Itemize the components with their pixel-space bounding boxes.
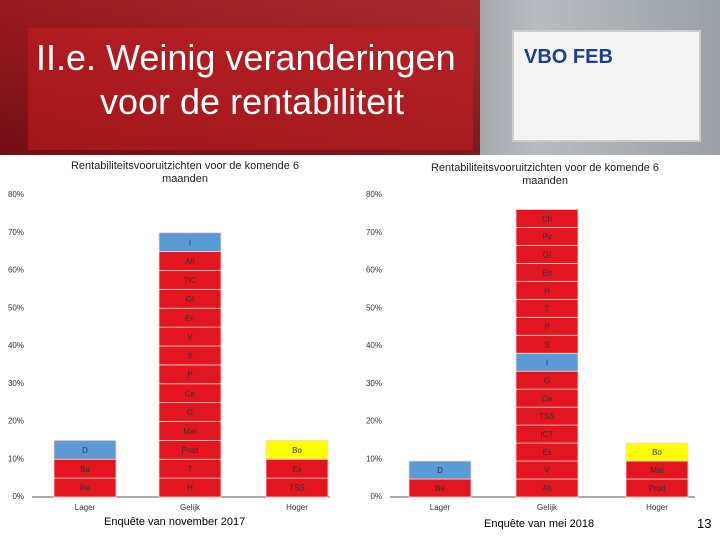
segment-label: Ba xyxy=(80,465,90,474)
segment-label: Prod xyxy=(649,484,666,493)
x-tick-label: Gelijk xyxy=(537,503,558,512)
y-tick-label: 70% xyxy=(8,228,24,237)
y-tick-label: 10% xyxy=(366,454,382,463)
segment-label: S xyxy=(544,340,549,349)
segment-label: P xyxy=(187,370,192,379)
bar-segment xyxy=(158,232,222,253)
page-number: 13 xyxy=(697,516,712,531)
segment-label: I xyxy=(189,238,191,247)
segment-label: S xyxy=(187,352,192,361)
segment-label: TIC xyxy=(184,276,197,285)
y-tick-label: 0% xyxy=(370,492,382,501)
segment-label: I xyxy=(546,358,548,367)
y-tick-label: 30% xyxy=(8,379,24,388)
bar-segment xyxy=(625,442,689,462)
y-tick-label: 10% xyxy=(8,454,24,463)
y-tick-label: 70% xyxy=(366,228,382,237)
y-tick-label: 20% xyxy=(8,417,24,426)
chart-title: Rentabiliteitsvooruitzichten voor de kom… xyxy=(430,162,660,187)
y-tick-label: 20% xyxy=(366,417,382,426)
segment-label: V xyxy=(544,466,550,475)
bar-segment xyxy=(515,209,579,228)
segment-label: D xyxy=(437,466,443,475)
segment-label: Bo xyxy=(652,448,662,457)
segment-label: GI xyxy=(543,251,551,260)
x-tick-label: Hoger xyxy=(286,503,308,512)
y-tick-label: 30% xyxy=(366,379,382,388)
y-tick-label: 0% xyxy=(12,492,24,501)
segment-label: V xyxy=(187,333,193,342)
title-line: voor de rentabiliteit xyxy=(100,81,405,122)
segment-label: En xyxy=(185,314,195,323)
segment-label: ICT xyxy=(541,430,554,439)
segment-label: Pv xyxy=(542,233,551,242)
segment-label: P xyxy=(544,322,549,331)
y-tick-label: 80% xyxy=(8,190,24,199)
segment-label: T xyxy=(188,465,193,474)
segment-label: T xyxy=(545,304,550,313)
bar-segment xyxy=(265,439,329,460)
segment-label: Prod xyxy=(182,446,199,455)
segment-label: H xyxy=(544,286,550,295)
segment-label: Ch xyxy=(542,215,552,224)
segment-label: Bo xyxy=(292,446,302,455)
segment-label: Re xyxy=(80,484,91,493)
segment-label: Ah xyxy=(185,257,195,266)
segment-label: D xyxy=(82,446,88,455)
segment-label: Mat xyxy=(183,427,197,436)
segment-label: Ex xyxy=(542,448,551,457)
chart-title: Rentabiliteitsvooruitzichten voor de kom… xyxy=(70,160,300,185)
x-tick-label: Gelijk xyxy=(180,503,201,512)
x-tick-label: Hoger xyxy=(646,503,668,512)
slide-title: II.e. Weinig veranderingen voor de renta… xyxy=(28,36,473,124)
segment-label: Ex xyxy=(292,465,301,474)
segment-label: TSS xyxy=(289,484,305,493)
chart-caption: Enquête van mei 2018 xyxy=(484,518,595,530)
segment-label: Mat xyxy=(650,466,664,475)
y-tick-label: 40% xyxy=(8,341,24,350)
y-tick-label: 50% xyxy=(366,303,382,312)
logo: VBO FEB xyxy=(524,46,613,68)
segment-label: GI xyxy=(186,295,194,304)
y-tick-label: 40% xyxy=(366,341,382,350)
x-tick-label: Lager xyxy=(430,503,451,512)
segment-label: Ce xyxy=(185,389,196,398)
segment-label: G xyxy=(187,408,193,417)
segment-label: TSS xyxy=(539,412,555,421)
y-tick-label: 60% xyxy=(366,266,382,275)
bar-segment xyxy=(408,460,472,480)
segment-label: Ah xyxy=(542,484,552,493)
bar-segment xyxy=(53,439,117,460)
chart-caption: Enquête van november 2017 xyxy=(104,516,246,528)
segment-label: G xyxy=(544,376,550,385)
segment-label: Ce xyxy=(542,394,553,403)
x-tick-label: Lager xyxy=(75,503,96,512)
title-box xyxy=(28,28,473,150)
segment-label: H xyxy=(187,484,193,493)
title-line: II.e. Weinig veranderingen xyxy=(36,37,456,78)
sign: VBO FEB xyxy=(512,30,701,142)
y-tick-label: 50% xyxy=(8,303,24,312)
y-tick-label: 60% xyxy=(8,266,24,275)
segment-label: En xyxy=(542,268,552,277)
segment-label: Ba xyxy=(435,484,445,493)
y-tick-label: 80% xyxy=(366,190,382,199)
